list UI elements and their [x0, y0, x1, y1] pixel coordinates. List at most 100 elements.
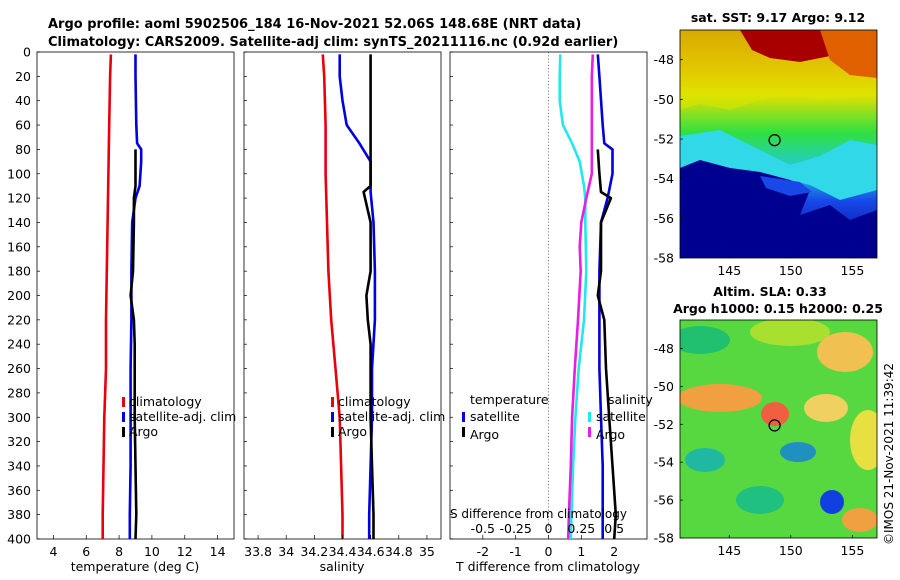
depth-tick-label: 60: [15, 118, 31, 133]
sla-blob: [842, 508, 877, 532]
depth-tick-label: 200: [7, 288, 31, 303]
salinity-difference-axis: -0.5 -0.25 0 0.25 0.5: [471, 521, 624, 536]
depth-tick-label: 80: [15, 142, 31, 157]
sla-blob: [736, 486, 784, 514]
salinity-panel: [243, 51, 442, 540]
x-tick-label: 14: [210, 544, 226, 559]
header-line2: Climatology: CARS2009. Satellite-adj cli…: [48, 35, 618, 50]
sla-map-title1: Altim. SLA: 0.33: [713, 284, 826, 299]
s-tick-label: -0.5: [471, 521, 495, 536]
series-line-satellite-adj-clim: [128, 54, 143, 539]
sst-front: [680, 130, 877, 200]
depth-tick-label: 260: [7, 361, 31, 376]
x-tick-label: 8: [115, 544, 123, 559]
depth-tick-label: 280: [7, 385, 31, 400]
sst-cold-water: [680, 160, 877, 258]
s-tick-label: 0.25: [567, 521, 595, 536]
temperature-legend: climatology satellite-adj. clim Argo: [122, 394, 236, 439]
map-y-tick-label: -58: [654, 531, 674, 546]
map-y-tick-label: -48: [654, 341, 674, 356]
map-y-tick-label: -56: [654, 493, 674, 508]
depth-axis: 0 20 40 60 80 100 120 140 160 180 200 220 240 260 280 3…: [7, 45, 453, 547]
depth-tick-label: 400: [7, 532, 31, 547]
legend-swatch-climatology: [122, 397, 125, 407]
salinity-xlabel: salinity: [320, 559, 365, 574]
salinity-legend: climatology satellite-adj. clim Argo: [331, 394, 445, 439]
sla-blob: [820, 490, 844, 514]
sst-map-axes: 145 150 155 -48 -50 -52 -54 -56 -58: [654, 52, 865, 278]
series-line-salinity-argo: [566, 54, 595, 540]
difference-series: [548, 52, 618, 540]
map-x-tick-label: 145: [717, 543, 741, 558]
depth-tick-label: 360: [7, 483, 31, 498]
sla-blob: [680, 384, 762, 412]
series-line-temperature-argo: [596, 149, 618, 540]
sla-map-title2: Argo h1000: 0.15 h2000: 0.25: [673, 301, 883, 316]
sla-blob: [750, 320, 830, 346]
legend-swatch-s-satellite: [588, 412, 591, 422]
sla-blob: [850, 410, 877, 470]
x-tick-label: 1: [577, 544, 585, 559]
sla-map-frame: [679, 319, 878, 539]
legend-climatology: climatology: [129, 394, 202, 409]
x-tick-label: 34: [278, 544, 294, 559]
x-tick-label: -2: [477, 544, 489, 559]
sla-blob: [680, 326, 730, 354]
legend-swatch-s-argo: [588, 427, 591, 437]
map-x-tick-label: 145: [717, 263, 741, 278]
sst-orange-patch: [820, 30, 877, 78]
temperature-xlabel: temperature (deg C): [71, 559, 200, 574]
s-tick-label: -0.25: [499, 521, 531, 536]
x-tick-label: 33.8: [244, 544, 272, 559]
map-y-tick-label: -54: [654, 455, 674, 470]
sst-map-title: sat. SST: 9.17 Argo: 9.12: [691, 10, 865, 25]
sst-map-image: [680, 30, 877, 258]
sla-blob: [761, 402, 789, 426]
map-x-tick-label: 155: [840, 263, 864, 278]
depth-tick-label: 40: [15, 93, 31, 108]
depth-tick-label: 120: [7, 191, 31, 206]
sla-argo-marker: [768, 419, 781, 432]
depth-tick-label: 380: [7, 507, 31, 522]
legend-t-argo: Argo: [470, 427, 499, 442]
difference-xlabel: T difference from climatology: [455, 559, 641, 574]
x-tick-label: 2: [610, 544, 618, 559]
salinity-series: [321, 54, 377, 539]
difference-x-axis: -2 -1 0 1 2: [477, 535, 618, 559]
depth-tick-label: 140: [7, 215, 31, 230]
salinity-x-axis: 33.8 34 34.2 34.4 34.6 34.8 35: [244, 535, 435, 559]
imos-watermark: ©IMOS 21-Nov-2021 11:39:42: [882, 363, 896, 545]
s-difference-label: S difference from climatology: [450, 507, 627, 521]
map-y-tick-label: -50: [654, 92, 674, 107]
legend-climatology: climatology: [338, 394, 411, 409]
sla-map-axes: 145 150 155 -48 -50 -52 -54 -56 -58: [654, 341, 865, 558]
depth-tick-label: 20: [15, 69, 31, 84]
legend-s-argo: Argo: [596, 427, 625, 442]
depth-tick-label: 240: [7, 337, 31, 352]
x-tick-label: 10: [144, 544, 160, 559]
x-tick-label: 34.2: [300, 544, 328, 559]
x-tick-label: 6: [82, 544, 90, 559]
x-tick-label: 34.6: [357, 544, 385, 559]
series-line-climatology: [321, 54, 344, 539]
x-tick-label: 34.8: [385, 544, 413, 559]
sst-argo-marker: [768, 134, 781, 147]
x-tick-label: -1: [509, 544, 521, 559]
sla-blob: [804, 394, 848, 422]
map-y-tick-label: -48: [654, 52, 674, 67]
sla-map-image: [680, 320, 877, 538]
depth-tick-label: 320: [7, 434, 31, 449]
depth-tick-label: 340: [7, 458, 31, 473]
legend-argo: Argo: [338, 424, 367, 439]
legend-argo: Argo: [129, 424, 158, 439]
map-x-tick-label: 150: [779, 543, 803, 558]
x-tick-label: 35: [419, 544, 435, 559]
series-line-argo: [362, 54, 375, 539]
sst-map-frame: [679, 29, 878, 259]
legend-swatch-argo: [331, 427, 334, 437]
sla-blob: [780, 442, 816, 462]
sst-cold-eddy: [760, 176, 812, 196]
legend-satellite-adj: satellite-adj. clim: [338, 409, 445, 424]
s-tick-label: 0: [545, 521, 553, 536]
header-line1: Argo profile: aoml 5902506_184 16-Nov-20…: [48, 17, 581, 32]
